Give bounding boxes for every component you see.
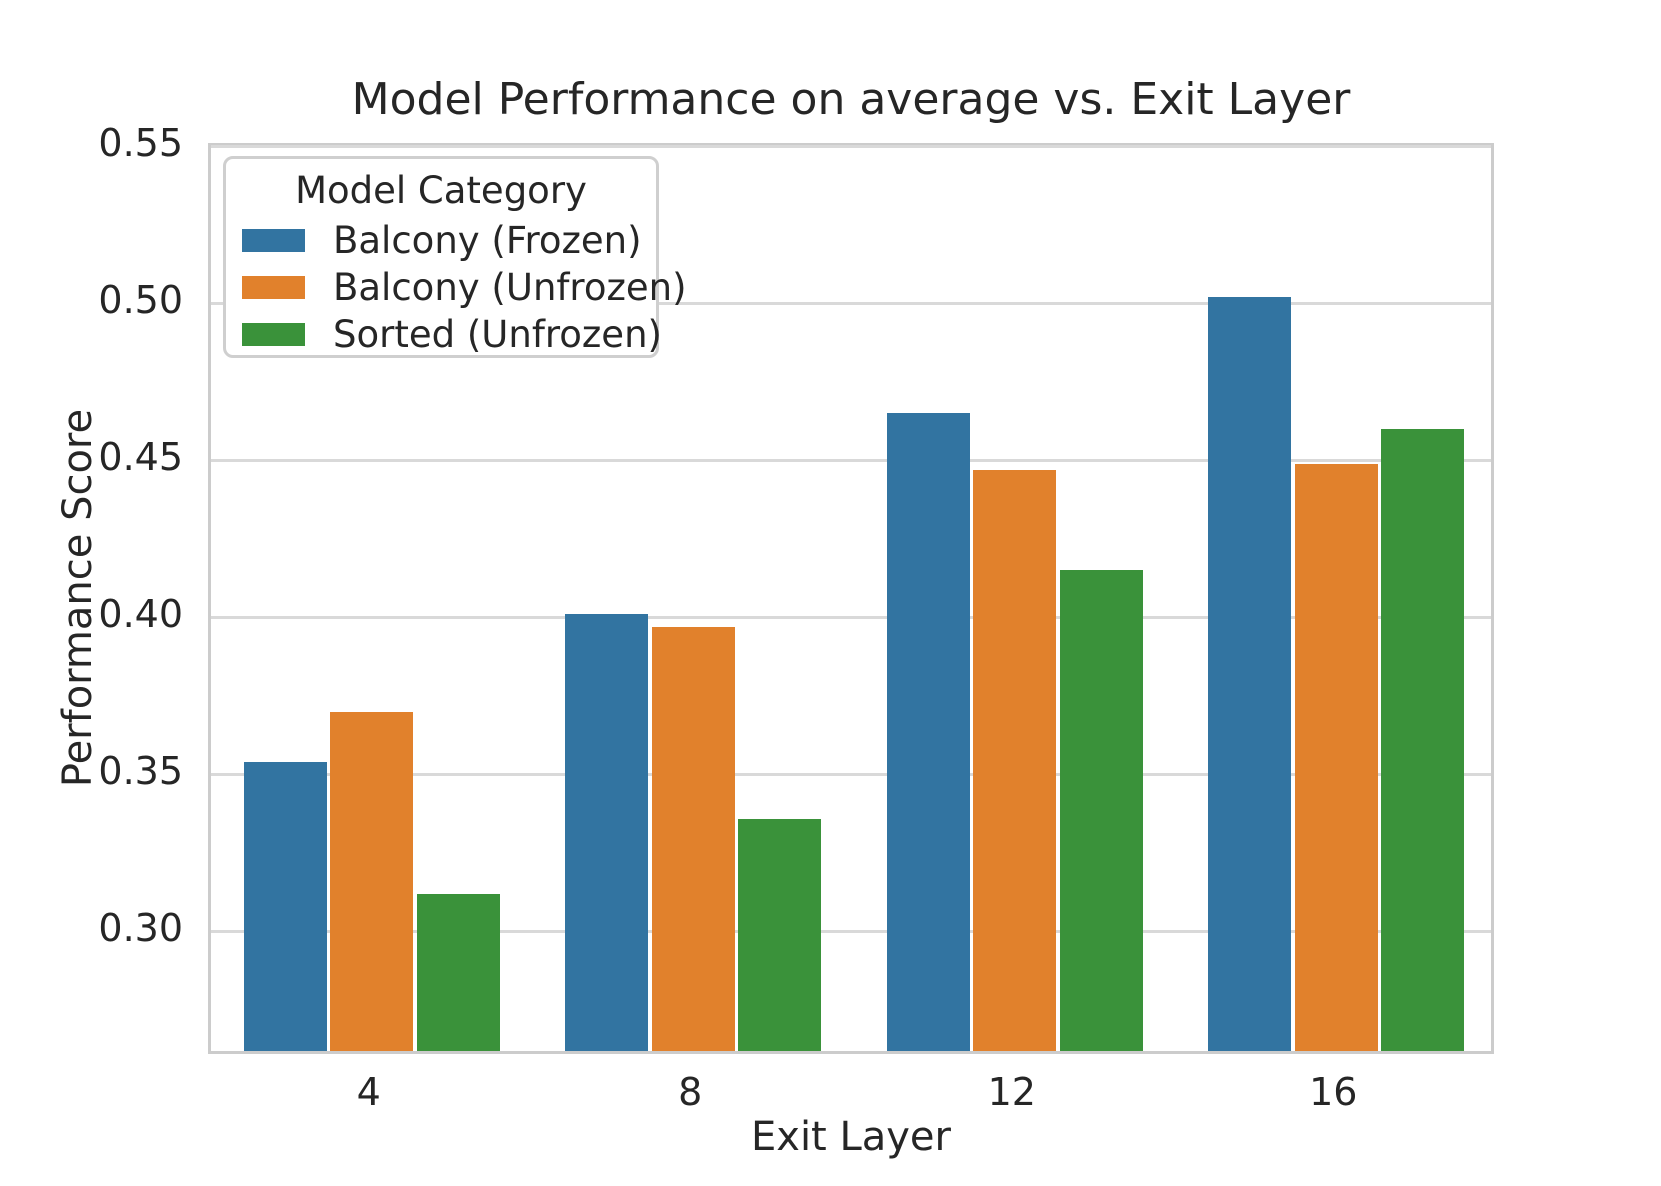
- legend-swatch-balcony-frozen: [242, 229, 305, 252]
- legend-row-balcony-frozen: Balcony (Frozen): [226, 217, 656, 264]
- legend: Model Category Balcony (Frozen) Balcony (…: [223, 156, 687, 358]
- bar-balcony-unfrozen-layer-4: [330, 711, 414, 1051]
- chart-title: Model Performance on average vs. Exit La…: [351, 74, 1351, 125]
- bar-sorted-unfrozen-layer-12: [1059, 570, 1143, 1051]
- bar-sorted-unfrozen-layer-4: [416, 893, 500, 1051]
- x-tick-label-12: 12: [987, 1070, 1036, 1114]
- bar-balcony-frozen-layer-4: [243, 762, 327, 1051]
- legend-swatch-balcony-unfrozen: [242, 276, 305, 299]
- legend-label-balcony-frozen: Balcony (Frozen): [333, 219, 642, 262]
- y-tick-label-0.45: 0.45: [98, 435, 183, 480]
- legend-title: Model Category: [295, 169, 587, 212]
- bar-sorted-unfrozen-layer-16: [1381, 429, 1465, 1051]
- gridline-y-0.45: [211, 458, 1491, 462]
- gridline-y-0.30: [211, 929, 1491, 933]
- gridline-y-0.50: [211, 301, 1491, 305]
- bar-balcony-unfrozen-layer-16: [1294, 463, 1378, 1051]
- x-axis-label: Exit Layer: [751, 1114, 951, 1160]
- bar-balcony-unfrozen-layer-12: [973, 469, 1057, 1051]
- y-tick-label-0.50: 0.50: [98, 278, 183, 323]
- gridline-y-0.40: [211, 615, 1491, 619]
- legend-row-balcony-unfrozen: Balcony (Unfrozen): [226, 264, 687, 311]
- y-tick-label-0.30: 0.30: [98, 906, 183, 951]
- bar-sorted-unfrozen-layer-8: [738, 818, 822, 1051]
- x-tick-label-8: 8: [678, 1070, 703, 1114]
- bar-balcony-frozen-layer-8: [565, 614, 649, 1051]
- bar-balcony-unfrozen-layer-8: [651, 626, 735, 1051]
- legend-swatch-sorted-unfrozen: [242, 323, 305, 346]
- legend-row-sorted-unfrozen: Sorted (Unfrozen): [226, 311, 662, 358]
- gridline-y-0.35: [211, 772, 1491, 776]
- y-tick-label-0.55: 0.55: [98, 121, 183, 165]
- legend-label-sorted-unfrozen: Sorted (Unfrozen): [333, 313, 662, 356]
- x-tick-label-4: 4: [356, 1070, 381, 1114]
- y-tick-label-0.40: 0.40: [98, 592, 183, 637]
- plot-area: [208, 143, 1494, 1054]
- gridline-y-0.55: [211, 144, 1491, 148]
- y-tick-label-0.35: 0.35: [98, 749, 183, 794]
- bar-balcony-frozen-layer-16: [1208, 297, 1292, 1051]
- bar-balcony-frozen-layer-12: [886, 413, 970, 1051]
- legend-label-balcony-unfrozen: Balcony (Unfrozen): [333, 266, 687, 309]
- x-tick-label-16: 16: [1309, 1070, 1358, 1114]
